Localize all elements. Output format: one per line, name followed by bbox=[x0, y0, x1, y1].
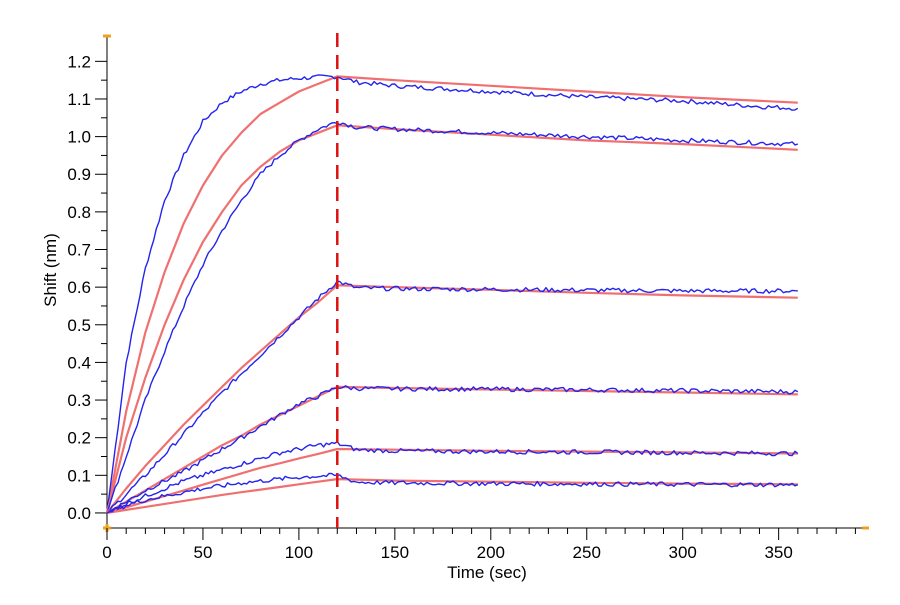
measured-trace-3 bbox=[106, 280, 798, 514]
y-tick-label: 1.0 bbox=[67, 128, 91, 147]
measured-trace-2 bbox=[106, 122, 798, 514]
fit-curve-1 bbox=[105, 75, 798, 514]
y-tick-label: 0.5 bbox=[67, 316, 91, 335]
y-tick-label: 0.6 bbox=[67, 278, 91, 297]
curves-group bbox=[105, 74, 799, 514]
y-tick-label: 0.0 bbox=[67, 504, 91, 523]
y-tick-label: 1.2 bbox=[67, 52, 91, 71]
y-tick-label: 0.1 bbox=[67, 466, 91, 485]
x-tick-label: 300 bbox=[669, 543, 697, 562]
measured-trace-5 bbox=[106, 440, 799, 514]
x-tick-label: 150 bbox=[381, 543, 409, 562]
x-tick-label: 200 bbox=[477, 543, 505, 562]
fit-curve-2 bbox=[105, 124, 798, 514]
measured-trace-6 bbox=[106, 472, 799, 514]
x-tick-label: 0 bbox=[102, 543, 111, 562]
y-tick-label: 0.3 bbox=[67, 391, 91, 410]
y-axis-label: Shift (nm) bbox=[41, 233, 60, 307]
x-tick-label: 50 bbox=[193, 543, 212, 562]
fit-curve-6 bbox=[106, 478, 798, 514]
y-tick-label: 0.8 bbox=[67, 203, 91, 222]
fit-curve-3 bbox=[106, 284, 798, 514]
y-tick-label: 0.9 bbox=[67, 165, 91, 184]
x-axis-label: Time (sec) bbox=[447, 563, 527, 582]
axes-group: 0 50 100 150 200 250 300 350 0.0 0.1 0.2 0.3 0.4 0.5 0… bbox=[67, 34, 869, 562]
y-tick-label: 1.1 bbox=[67, 90, 91, 109]
y-tick-label: 0.2 bbox=[67, 429, 91, 448]
x-tick-label: 350 bbox=[764, 543, 792, 562]
measured-trace-4 bbox=[106, 385, 799, 514]
y-tick-label: 0.4 bbox=[67, 353, 91, 372]
x-tick-label: 250 bbox=[573, 543, 601, 562]
y-tick-label: 0.7 bbox=[67, 241, 91, 260]
x-tick-label: 100 bbox=[285, 543, 313, 562]
measured-trace-1 bbox=[106, 74, 799, 513]
